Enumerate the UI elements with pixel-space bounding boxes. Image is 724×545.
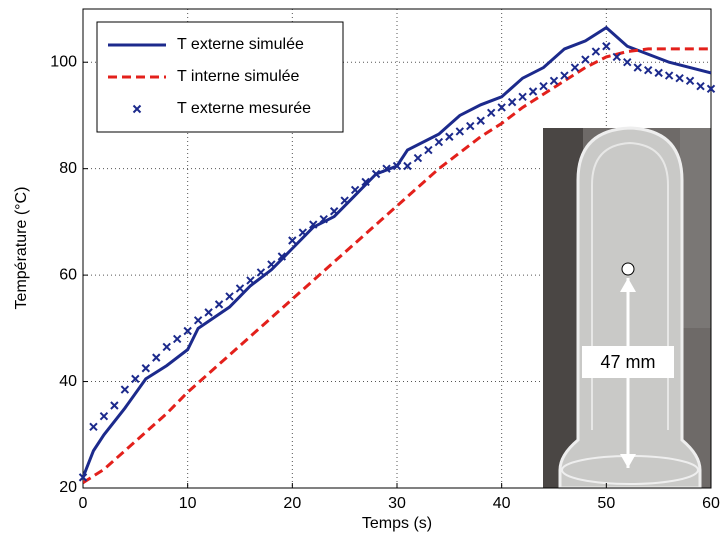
data-point <box>309 220 318 229</box>
data-point <box>706 84 716 94</box>
y-axis-label: Température (°C) <box>13 187 30 310</box>
data-line <box>83 47 711 484</box>
data-point <box>277 252 287 261</box>
data-point <box>246 276 255 285</box>
data-point <box>256 268 266 277</box>
data-point <box>675 73 684 83</box>
data-point <box>392 161 402 171</box>
data-point <box>204 308 213 317</box>
data-point <box>99 411 109 421</box>
data-point <box>445 132 454 141</box>
x-tick-label: 0 <box>79 495 88 512</box>
y-tick-label: 60 <box>59 266 77 283</box>
data-point <box>288 236 297 245</box>
data-point <box>518 92 527 102</box>
x-tick-label: 60 <box>702 495 720 512</box>
data-point <box>110 401 119 410</box>
legend-symbol <box>132 104 142 114</box>
x-tick-label: 20 <box>283 495 301 512</box>
data-point <box>183 326 192 336</box>
data-point <box>696 81 705 91</box>
data-point <box>403 161 412 171</box>
plot-frame <box>82 8 712 489</box>
y-tick-label: 100 <box>50 53 77 70</box>
data-point <box>361 177 370 187</box>
legend-label: T externe mesurée <box>177 100 311 117</box>
y-tick-label: 80 <box>59 160 77 177</box>
data-point <box>78 473 88 482</box>
data-point <box>664 71 674 80</box>
data-point <box>371 169 381 179</box>
data-point <box>602 42 611 51</box>
data-point <box>570 63 580 72</box>
y-tick-label: 20 <box>59 479 77 496</box>
data-point <box>685 76 695 86</box>
data-point <box>131 374 140 384</box>
data-point <box>549 76 559 86</box>
data-point <box>298 228 308 237</box>
data-point <box>581 55 590 64</box>
data-point <box>424 145 433 155</box>
data-point <box>643 65 653 75</box>
data-point <box>455 127 465 136</box>
data-point <box>623 58 632 67</box>
data-point <box>225 292 234 301</box>
data-point <box>486 108 496 117</box>
data-point <box>507 97 517 107</box>
data-point <box>350 185 360 195</box>
data-point <box>235 284 245 293</box>
data-point <box>654 68 663 78</box>
data-point <box>340 196 349 205</box>
data-point <box>476 116 485 125</box>
legend-label: T externe simulée <box>177 36 304 53</box>
data-point <box>413 153 423 163</box>
data-point <box>539 81 548 91</box>
annotation: 47 mm <box>600 352 655 372</box>
data-point <box>193 316 203 325</box>
data-point <box>612 52 622 62</box>
data-point <box>434 137 444 147</box>
data-point <box>591 47 601 56</box>
y-tick-label: 40 <box>59 373 77 390</box>
data-point <box>497 103 506 112</box>
data-point <box>382 164 391 173</box>
inset-photo: 47 mm <box>543 126 711 490</box>
data-point <box>214 300 224 309</box>
data-point <box>560 71 569 80</box>
x-tick-label: 50 <box>597 495 615 512</box>
data-point <box>528 87 538 96</box>
data-point <box>466 121 475 131</box>
data-point <box>319 215 328 224</box>
data-point <box>172 334 182 344</box>
data-point <box>89 422 98 432</box>
x-tick-label: 30 <box>388 495 406 512</box>
data-point <box>633 63 642 72</box>
data-point <box>267 260 276 269</box>
data-point <box>152 353 161 362</box>
data-point <box>162 342 171 352</box>
x-tick-label: 10 <box>179 495 197 512</box>
x-axis-label: Temps (s) <box>362 515 432 532</box>
legend: T externe simulée T interne simulée T exte… <box>96 21 344 133</box>
x-tick-label: 40 <box>493 495 511 512</box>
data-point <box>329 207 339 216</box>
data-point <box>120 385 130 394</box>
legend-label: T interne simulée <box>177 68 300 85</box>
data-point <box>141 364 151 373</box>
